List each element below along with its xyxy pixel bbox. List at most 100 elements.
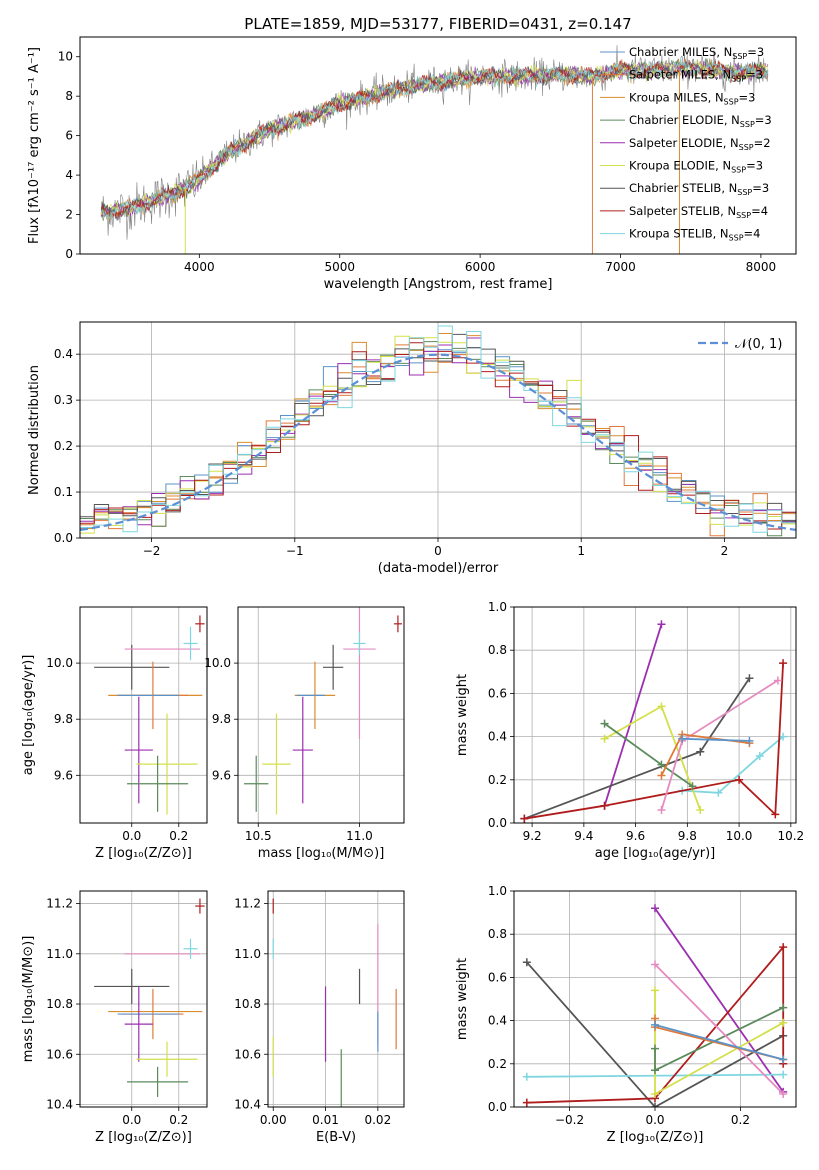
y-tick-label: 11.2 [234,897,261,911]
legend-count: =4 [744,227,761,241]
legend-count: =3 [747,45,764,59]
weight-point-marker [771,810,780,819]
y-tick-label: 0.0 [488,816,507,830]
legend-subscript: SSP [740,120,755,129]
weight-series-line [526,961,784,1107]
x-tick-label: 7000 [605,260,636,274]
legend-count: =3 [755,113,772,127]
axes-frame [267,890,405,1108]
weight-point-marker [600,719,609,728]
y-tick-label: 10.6 [234,1047,261,1061]
legend-label: Chabrier STELIB, NSSP=3 [629,181,769,197]
plot-area [100,45,769,254]
y-tick-label: 0.1 [54,485,73,499]
x-tick-label: 0.01 [312,1113,339,1127]
residual-histogram [80,333,796,524]
y-axis-label: mass [log₁₀(M/M⊙)] [21,936,36,1063]
weight-point-marker [773,676,782,685]
y-tick-label: 10 [58,50,73,64]
x-axis-label: Z [log₁₀(Z/Z⊙)] [607,1130,704,1145]
y-axis-label: mass weight [455,674,470,756]
y-tick-label: 9.6 [212,768,231,782]
y-axis-label: age [log₁₀(age/yr)] [21,655,36,776]
weight-point-marker [714,788,723,797]
legend-label: Salpeter ELODIE, NSSP=2 [629,136,771,152]
weight-point-marker [688,782,697,791]
weight-point-marker [651,1066,659,1075]
weight-point-marker [779,732,788,741]
axes-frame [79,606,208,824]
y-tick-label: 10.4 [234,1097,261,1111]
weight-point-marker [651,1103,659,1107]
x-tick-label: 5000 [324,260,355,274]
y-tick-label: 0.0 [54,531,73,545]
legend-subscript: SSP [729,234,744,243]
y-tick-label: 8 [65,89,73,103]
x-tick-label: −2 [143,544,161,558]
weight-point-marker [651,986,659,995]
weight-point-marker [755,752,764,761]
weight-point-marker [779,1090,788,1099]
plot-area [244,607,402,815]
x-tick-label: 0 [434,544,442,558]
spectrum-legend: Chabrier MILES, NSSP=3 Salpeter MILES, NS… [600,45,772,243]
x-tick-label: 10.2 [777,829,804,843]
x-tick-label: 9.6 [626,829,645,843]
axes-frame [237,606,405,824]
weight-series-line [682,735,784,794]
x-tick-label: 10.0 [726,829,753,843]
axes-frame [513,606,797,824]
y-tick-label: 0.4 [488,1014,507,1028]
y-tick-label: 11.0 [234,947,261,961]
x-tick-label: 6000 [465,260,496,274]
y-tick-label: 10.8 [46,997,73,1011]
legend-label: Kroupa ELODIE, NSSP=3 [629,159,763,175]
weight-point-marker [651,904,659,913]
spectrum-model-line [100,57,769,221]
x-tick-label: 0.0 [122,829,141,843]
x-tick-label: 9.8 [678,829,697,843]
axes-frame [79,36,797,255]
panel-spectrum: 4000 5000 6000 7000 8000 0 2 4 6 8 10 wavelength [A… [27,36,797,292]
y-tick-label: 6 [65,129,73,143]
weight-series-line [654,907,784,1093]
axes-frame [79,890,208,1108]
x-tick-label: 0.2 [169,829,188,843]
legend-subscript: SSP [731,75,746,84]
weight-point-marker [779,1070,788,1079]
x-axis-label: Z [log₁₀(Z/Z⊙)] [95,846,192,861]
y-tick-label: 0.6 [488,686,507,700]
y-tick-label: 0.6 [488,970,507,984]
x-axis-label: Z [log₁₀(Z/Z⊙)] [95,1130,192,1145]
x-tick-label: 9.2 [523,829,542,843]
y-tick-label: 0.8 [488,643,507,657]
y-tick-label: 0 [65,247,73,261]
y-tick-label: 10.8 [234,997,261,1011]
x-tick-label: 2 [721,544,729,558]
y-tick-label: 1.0 [488,884,507,898]
x-tick-label: 0.2 [169,1113,188,1127]
x-axis-label: wavelength [Angstrom, rest frame] [324,277,553,292]
weight-point-marker [522,958,531,967]
weight-point-marker [779,1018,788,1027]
plot-area [272,898,397,1107]
legend-label: Chabrier MILES, NSSP=3 [629,45,764,61]
y-tick-label: 0.4 [54,347,73,361]
figure-title: PLATE=1859, MJD=53177, FIBERID=0431, z=0… [244,15,631,33]
y-tick-label: 11.2 [46,897,73,911]
legend-count: =3 [746,159,763,173]
legend-label: Chabrier ELODIE, NSSP=3 [629,113,772,129]
legend-subscript: SSP [724,97,739,106]
y-tick-label: 10.6 [46,1047,73,1061]
weight-point-marker [600,801,609,810]
y-axis-label: mass weight [455,958,470,1040]
weight-series-line [603,624,663,806]
y-tick-label: 10.0 [46,656,73,670]
plot-area [520,620,788,823]
weight-point-marker [522,1072,531,1081]
panel-mass_vs_ebv: 0.00 0.01 0.02 10.4 10.6 10.8 11.0 11.2 E(B-V) [234,890,405,1145]
panel-weight_vs_Z: −0.2 0.0 0.2 0.0 0.2 0.4 0.6 0.8 1.0 Z [log₁₀(Z/Z… [455,884,797,1145]
plot-area [94,898,205,1097]
plot-area [80,325,796,537]
legend-count: =3 [746,68,763,82]
